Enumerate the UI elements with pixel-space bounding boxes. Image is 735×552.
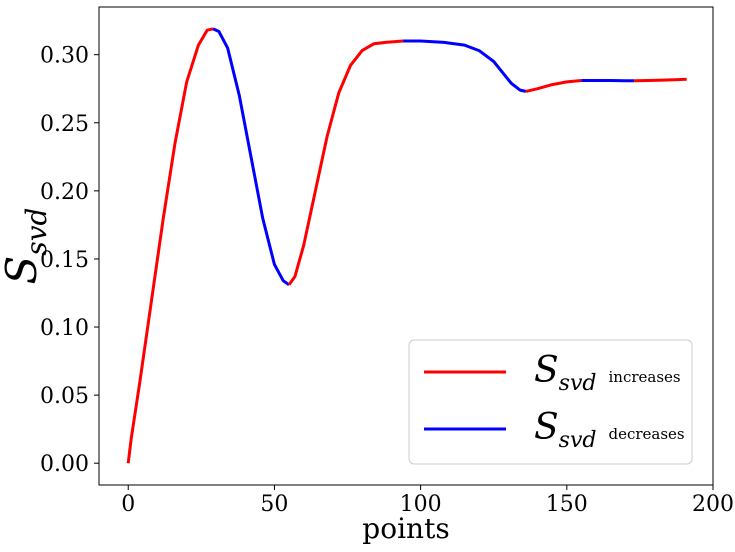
legend-label-sub: svd — [559, 428, 597, 453]
y-tick-label: 0.25 — [40, 112, 89, 137]
y-axis-ticks: 0.00 0.05 0.10 0.15 0.20 0.25 0.30 — [40, 44, 99, 477]
series-segment-1 — [212, 27, 290, 287]
y-axis-label: Ssvd — [0, 208, 53, 285]
legend-label-sub: svd — [559, 371, 597, 396]
series-segment-2 — [287, 39, 404, 286]
y-tick-label: 0.05 — [40, 384, 89, 409]
y-tick-label: 0.30 — [40, 44, 89, 69]
x-axis-ticks: 0 50 100 150 200 — [121, 485, 734, 517]
x-tick-label: 200 — [692, 492, 734, 517]
legend-label-main: S — [534, 350, 559, 391]
x-tick-label: 100 — [400, 492, 442, 517]
svg-text:Ssvd: Ssvd — [0, 208, 53, 285]
legend: Ssvd increases Ssvd decreases — [408, 339, 693, 465]
legend-label-note: decreases — [608, 425, 684, 443]
series-segment-0 — [126, 27, 214, 464]
x-tick-label: 150 — [546, 492, 588, 517]
series-segment-4 — [525, 79, 582, 93]
series-layer — [126, 27, 687, 464]
y-tick-label: 0.10 — [40, 316, 89, 341]
y-tick-label: 0.00 — [40, 452, 89, 477]
legend-entry-decreases: Ssvd decreases — [424, 407, 685, 453]
y-tick-label: 0.20 — [40, 180, 89, 205]
y-tick-label: 0.15 — [40, 248, 89, 273]
legend-entry-increases: Ssvd increases — [424, 350, 681, 396]
legend-label-note: increases — [608, 368, 680, 386]
x-axis-label: points — [362, 512, 449, 545]
series-segment-3 — [403, 39, 527, 93]
x-tick-label: 50 — [260, 492, 288, 517]
series-segment-6 — [634, 77, 687, 83]
y-axis-label-sub: svd — [20, 208, 53, 256]
legend-label-main: S — [534, 407, 559, 448]
plot-area-frame — [98, 6, 714, 486]
y-axis-label-main: S — [0, 256, 46, 285]
x-tick-label: 0 — [121, 492, 135, 517]
